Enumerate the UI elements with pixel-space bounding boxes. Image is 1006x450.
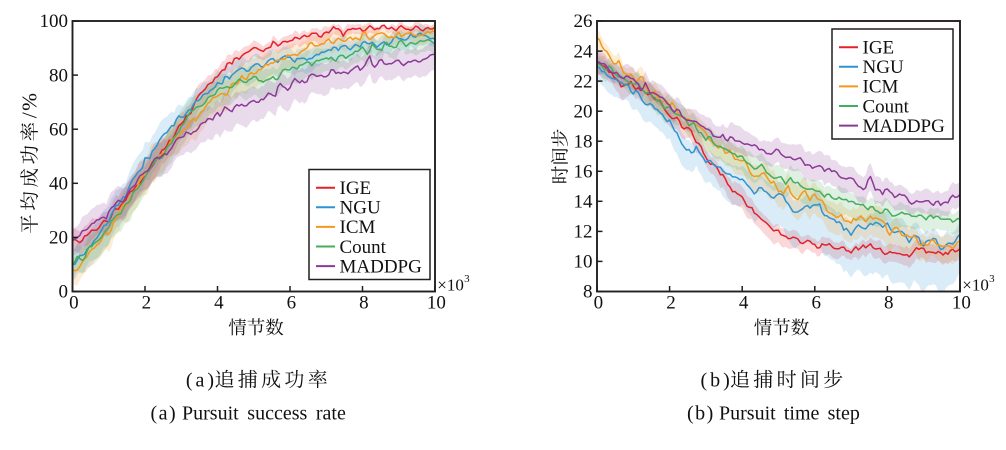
svg-text:×10: ×10 (437, 276, 464, 295)
svg-text:NGU: NGU (863, 57, 904, 78)
svg-text:12: 12 (574, 222, 593, 243)
svg-text:20: 20 (574, 101, 593, 122)
svg-text:16: 16 (574, 162, 593, 183)
svg-text:6: 6 (287, 293, 297, 314)
svg-text:MADDPG: MADDPG (340, 256, 423, 277)
svg-text:Count: Count (863, 96, 910, 117)
svg-text:60: 60 (49, 119, 68, 140)
svg-text:IGE: IGE (340, 178, 372, 199)
svg-text:8: 8 (583, 282, 593, 303)
svg-text:(b): (b) (687, 403, 715, 425)
svg-text:0: 0 (59, 282, 69, 303)
svg-text:0: 0 (69, 293, 79, 314)
svg-text:Count: Count (340, 237, 387, 258)
svg-text:8: 8 (359, 293, 369, 314)
svg-text:14: 14 (574, 192, 594, 213)
svg-text:0: 0 (594, 293, 604, 314)
svg-text:(a): (a) (186, 370, 217, 392)
svg-text:4: 4 (739, 293, 749, 314)
svg-text:40: 40 (49, 174, 68, 195)
svg-text:IGE: IGE (863, 38, 895, 59)
svg-text:22: 22 (574, 71, 593, 92)
svg-text:(a): (a) (151, 403, 178, 425)
svg-text:18: 18 (574, 131, 593, 152)
svg-text:MADDPG: MADDPG (863, 116, 946, 137)
svg-text:10: 10 (427, 293, 446, 314)
svg-text:3: 3 (464, 273, 470, 285)
svg-text:2: 2 (142, 293, 152, 314)
svg-text:100: 100 (40, 11, 69, 32)
svg-text:Pursuit time step: Pursuit time step (719, 403, 860, 425)
svg-text:6: 6 (811, 293, 821, 314)
svg-text:ICM: ICM (863, 77, 899, 98)
svg-text:80: 80 (49, 65, 68, 86)
svg-text:2: 2 (666, 293, 676, 314)
svg-text:24: 24 (574, 41, 594, 62)
svg-text:20: 20 (49, 228, 68, 249)
svg-text:/%: /% (18, 91, 42, 118)
svg-text:NGU: NGU (340, 198, 381, 219)
svg-text:ICM: ICM (340, 217, 376, 238)
svg-text:Pursuit success rate: Pursuit success rate (182, 403, 346, 425)
svg-text:(b): (b) (701, 370, 733, 392)
svg-text:26: 26 (574, 11, 593, 32)
svg-text:3: 3 (989, 273, 995, 285)
svg-text:10: 10 (574, 252, 593, 273)
svg-text:10: 10 (952, 293, 971, 314)
svg-text:8: 8 (884, 293, 894, 314)
svg-text:×10: ×10 (962, 276, 989, 295)
svg-text:4: 4 (214, 293, 224, 314)
